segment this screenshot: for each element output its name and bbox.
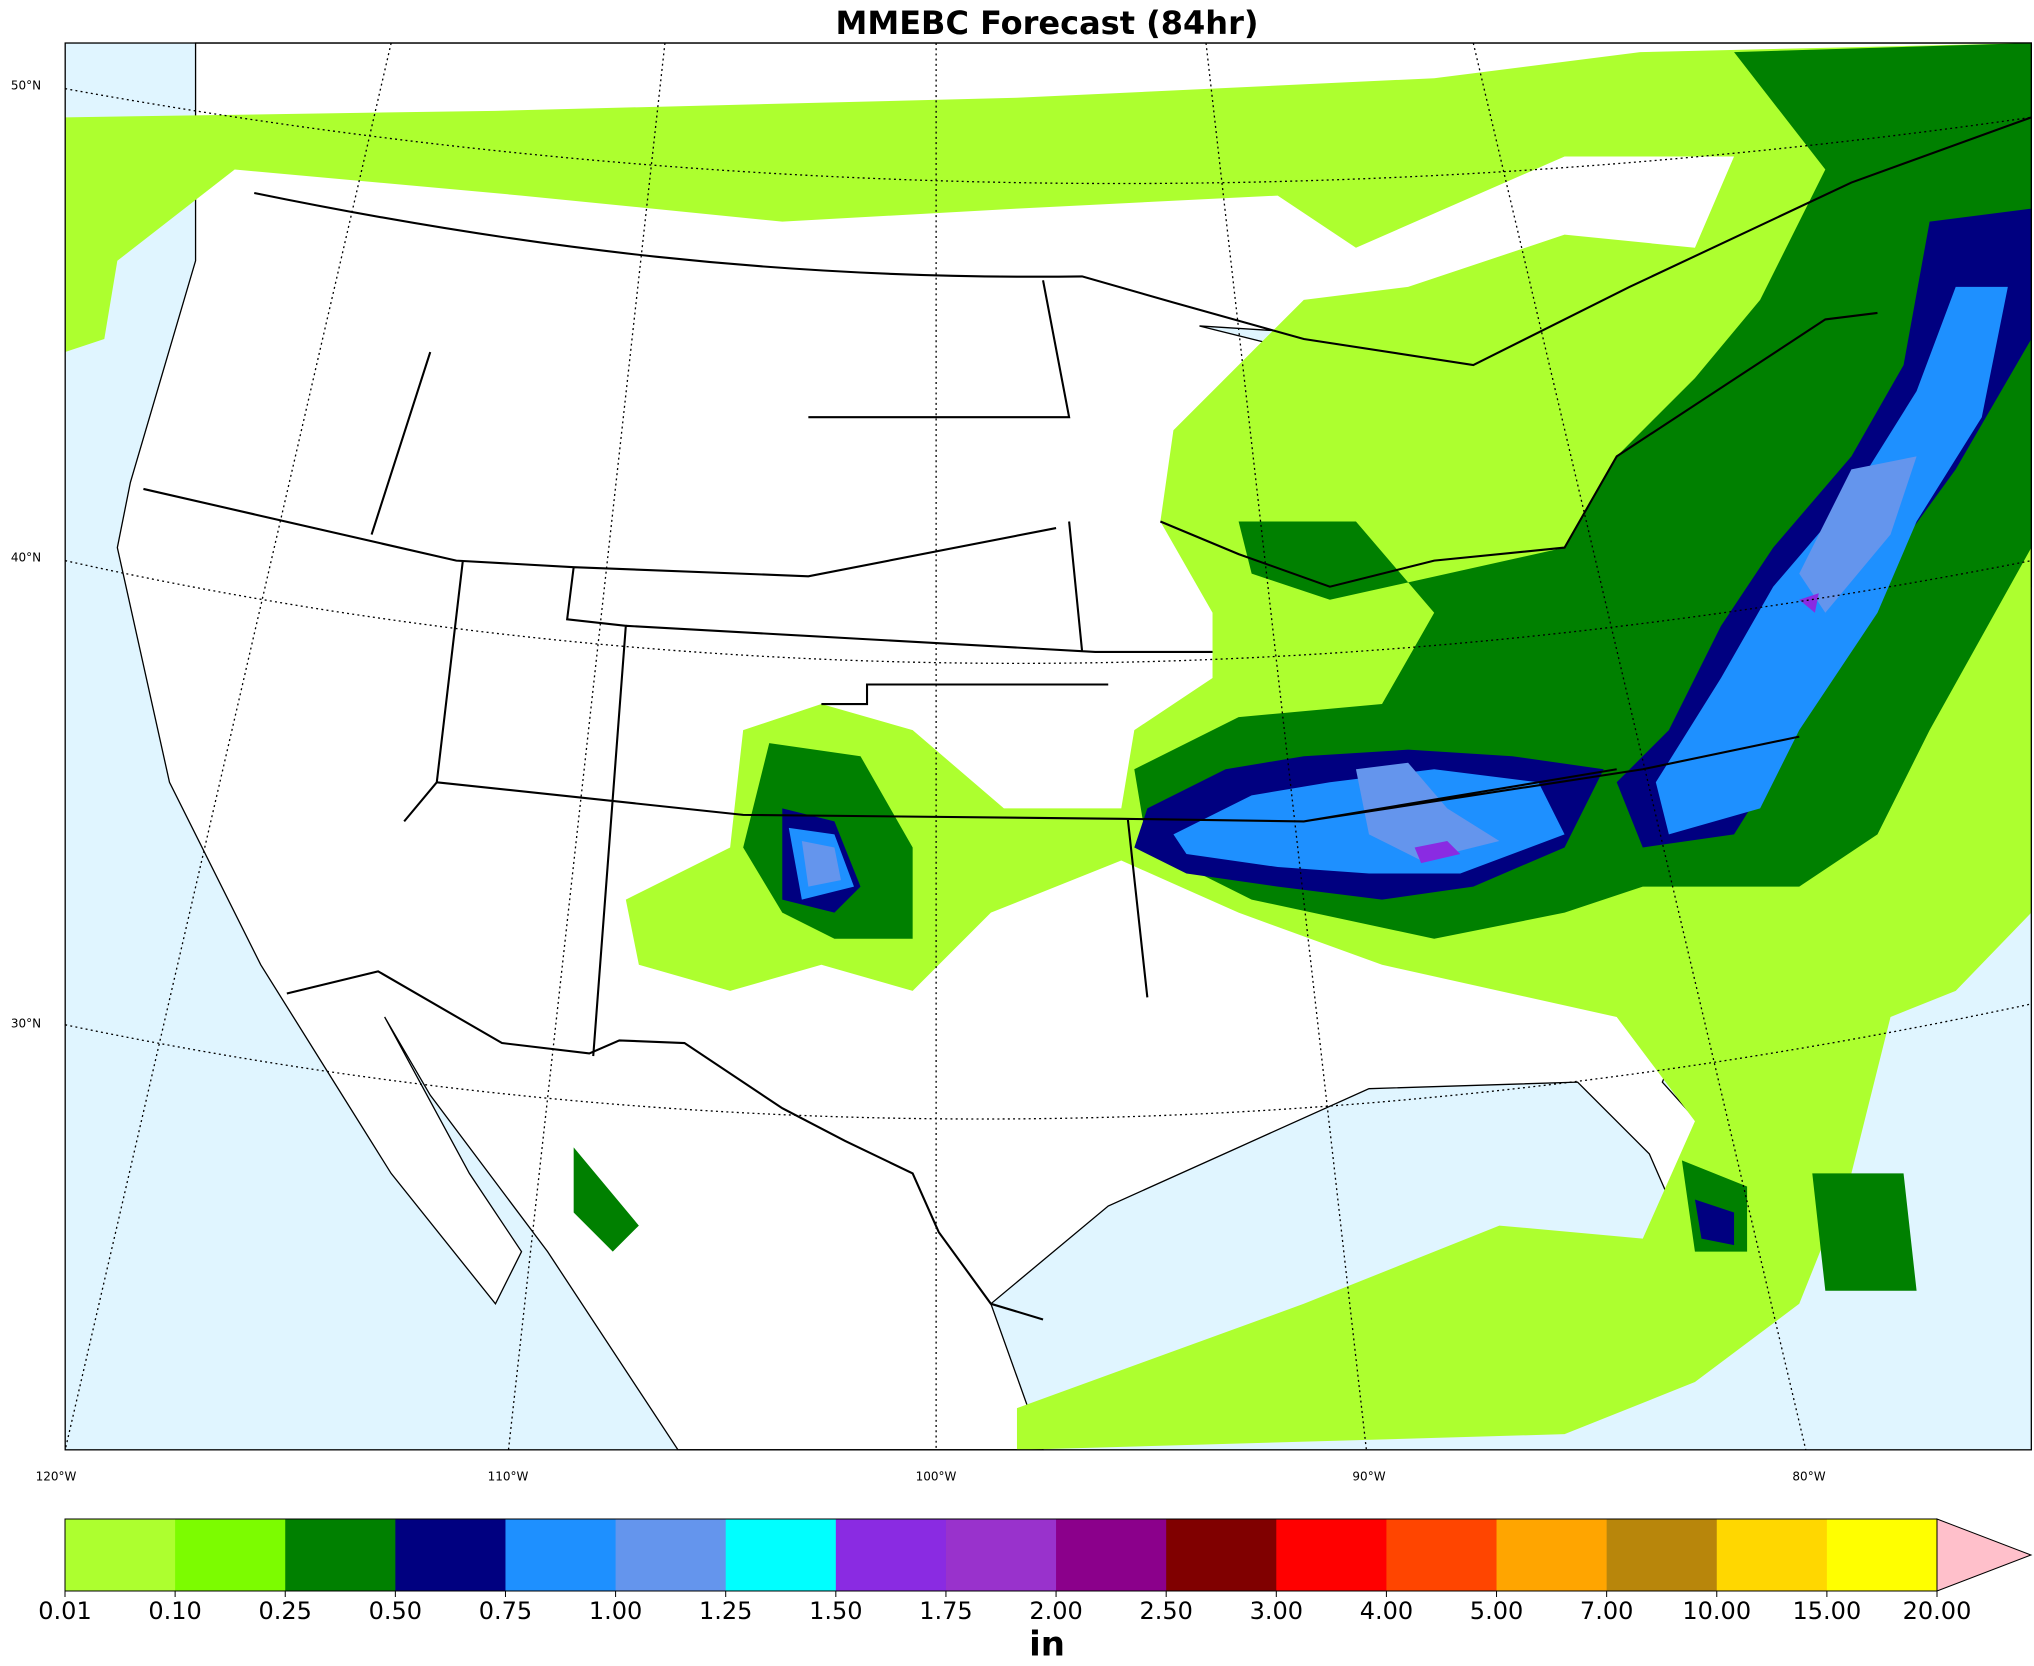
lon-label: 110°W <box>488 1470 529 1484</box>
colorbar-segment <box>175 1519 286 1591</box>
lat-label: 50°N <box>11 79 41 93</box>
colorbar-tick-label: 15.00 <box>1793 1597 1862 1625</box>
colorbar-segment <box>395 1519 506 1591</box>
lon-label: 100°W <box>916 1470 957 1484</box>
colorbar-label: in <box>1029 1625 1065 1665</box>
colorbar-tick-label: 7.00 <box>1580 1597 1633 1625</box>
colorbar-segment <box>65 1519 176 1591</box>
colorbar-tick-label: 0.75 <box>479 1597 532 1625</box>
colorbar-tick-label: 3.00 <box>1250 1597 1303 1625</box>
colorbar-tick-label: 2.00 <box>1029 1597 1082 1625</box>
colorbar-tick-label: 4.00 <box>1360 1597 1413 1625</box>
colorbar-segment <box>1276 1519 1387 1591</box>
colorbar-segment <box>1496 1519 1608 1591</box>
precip-light <box>65 43 2032 1450</box>
colorbar-tick-label: 1.75 <box>919 1597 972 1625</box>
lon-label: 90°W <box>1352 1470 1385 1484</box>
map-frame <box>64 42 2032 1451</box>
colorbar-segment <box>1826 1519 1938 1591</box>
colorbar-segment <box>1166 1519 1277 1591</box>
colorbar-segment <box>1716 1519 1828 1591</box>
colorbar-tick-label: 20.00 <box>1903 1597 1972 1625</box>
colorbar-segment <box>835 1519 947 1591</box>
border-south <box>286 970 1044 1321</box>
colorbar-tick-label: 1.50 <box>809 1597 862 1625</box>
colorbar-extend <box>1936 1518 2033 1592</box>
colorbar-segment <box>615 1519 727 1591</box>
colorbar-segment <box>1606 1519 1718 1591</box>
lon-label: 120°W <box>36 1470 77 1484</box>
colorbar-tick-label: 0.10 <box>148 1597 201 1625</box>
precip-very-heavy <box>788 286 2008 900</box>
border-north <box>254 116 2032 367</box>
colorbar-tick-label: 1.00 <box>589 1597 642 1625</box>
colorbar-tick-label: 10.00 <box>1682 1597 1751 1625</box>
colorbar-tick-label: 0.25 <box>259 1597 312 1625</box>
lon-label: 80°W <box>1792 1470 1825 1484</box>
colorbar-segment <box>725 1519 837 1591</box>
map <box>64 42 2032 1451</box>
lat-label: 40°N <box>11 551 41 565</box>
colorbar-segment <box>285 1519 396 1591</box>
colorbar-tick-label: 5.00 <box>1470 1597 1523 1625</box>
colorbar-tick-label: 0.50 <box>369 1597 422 1625</box>
colorbar-frame <box>64 1518 1938 1592</box>
lat-label: 30°N <box>11 1017 41 1031</box>
colorbar-segment <box>1056 1519 1167 1591</box>
title: MMEBC Forecast (84hr) <box>836 4 1259 42</box>
colorbar-segment <box>945 1519 1057 1591</box>
colorbar-tick-label: 0.01 <box>38 1597 91 1625</box>
colorbar-tick-label: 1.25 <box>699 1597 752 1625</box>
colorbar-segment <box>505 1519 617 1591</box>
colorbar-tick-label: 2.50 <box>1139 1597 1192 1625</box>
colorbar-segment <box>1386 1519 1498 1591</box>
